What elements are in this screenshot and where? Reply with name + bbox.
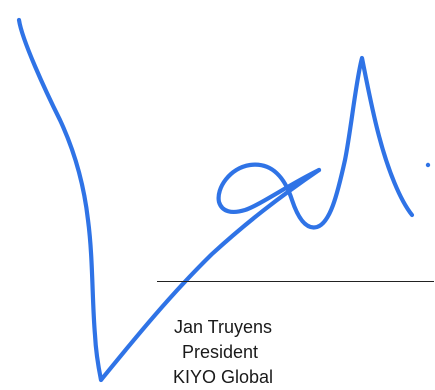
signature-line bbox=[157, 281, 434, 282]
signature-main-stroke bbox=[16, 17, 322, 383]
signature-loop-stroke bbox=[216, 55, 415, 230]
signer-block: Jan Truyens President KIYO Global bbox=[150, 315, 290, 390]
signer-title: President bbox=[181, 342, 259, 362]
signer-name: Jan Truyens bbox=[173, 317, 273, 337]
signer-organization: KIYO Global bbox=[172, 367, 274, 387]
signature-dot bbox=[425, 162, 431, 168]
